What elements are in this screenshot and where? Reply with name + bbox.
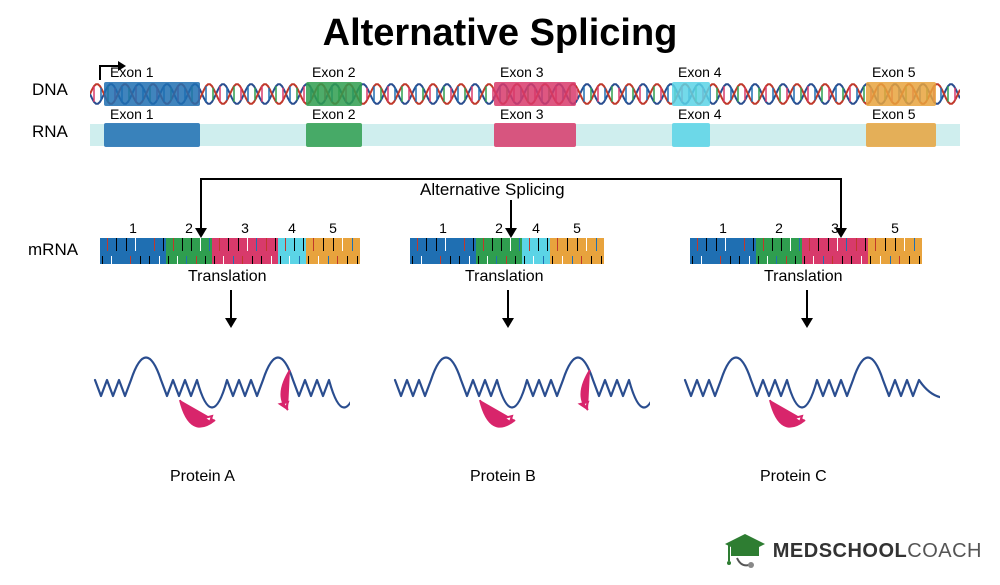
dna-exon-label-3: Exon 3 [500,64,544,80]
title-text: Alternative Splicing [323,12,678,54]
mrna-seg-num: 2 [775,220,783,236]
logo-bold: MEDSCHOOL [773,540,908,562]
mrna-seg-5: 5 [306,238,360,264]
mrna-seg-4: 4 [522,238,550,264]
mrna-seg-2: 2 [166,238,212,264]
alternative-splicing-label: Alternative Splicing [420,180,565,200]
splice-bracket-end-0 [200,178,202,180]
dna-exon-3 [494,82,576,106]
grad-cap-icon [723,531,767,571]
protein-2 [390,340,650,480]
mrna-seg-5: 5 [550,238,604,264]
mrna-seg-2: 2 [756,238,802,264]
rna-exon-label-3: Exon 3 [500,106,544,122]
translation-arrowhead-1 [225,318,237,328]
dna-exon-1 [104,82,200,106]
mrna-variant-2: 1245 [410,238,604,264]
translation-label-1: Translation [188,268,267,286]
translation-label-3: Translation [764,268,843,286]
translation-arrowhead-2 [502,318,514,328]
mrna-seg-num: 2 [185,220,193,236]
dna-exon-label-5: Exon 5 [872,64,916,80]
mrna-seg-2: 2 [476,238,522,264]
translation-arrow-line-2 [507,290,509,318]
rna-exon-5 [866,123,936,147]
dna-label: DNA [32,80,68,100]
splice-arrowhead-1 [505,228,517,238]
rna-exon-1 [104,123,200,147]
translation-arrowhead-3 [801,318,813,328]
translation-arrow-line-1 [230,290,232,318]
logo-text: MEDSCHOOLCOACH [773,540,982,563]
mrna-variant-1: 12345 [100,238,360,264]
splice-arrow-line-0 [200,178,202,228]
page-title: Alternative Splicing [0,12,1000,55]
rna-exon-label-2: Exon 2 [312,106,356,122]
mrna-seg-num: 5 [329,220,337,236]
mrna-seg-1: 1 [410,238,476,264]
rna-exon-4 [672,123,710,147]
protein-3 [680,340,940,480]
rna-exon-label-1: Exon 1 [110,106,154,122]
splice-bracket [200,178,840,180]
logo-light: COACH [907,540,982,562]
mrna-seg-3: 3 [212,238,278,264]
splice-arrow-line-1 [510,200,512,228]
protein-label-2: Protein B [470,468,536,486]
mrna-seg-num: 4 [532,220,540,236]
rna-exon-label-4: Exon 4 [678,106,722,122]
translation-arrow-line-3 [806,290,808,318]
mrna-seg-num: 1 [439,220,447,236]
rna-exon-label-5: Exon 5 [872,106,916,122]
dna-exon-label-2: Exon 2 [312,64,356,80]
mrna-seg-num: 5 [891,220,899,236]
protein-1 [90,340,350,480]
mrna-seg-num: 3 [241,220,249,236]
mrna-seg-num: 1 [719,220,727,236]
rna-label: RNA [32,122,68,142]
mrna-seg-num: 2 [495,220,503,236]
dna-exon-label-4: Exon 4 [678,64,722,80]
dna-exon-2 [306,82,362,106]
mrna-seg-num: 5 [573,220,581,236]
mrna-variant-3: 1235 [690,238,922,264]
logo: MEDSCHOOLCOACH [723,531,982,571]
mrna-seg-1: 1 [100,238,166,264]
mrna-seg-5: 5 [868,238,922,264]
mrna-label: mRNA [28,240,78,260]
mrna-seg-4: 4 [278,238,306,264]
splice-bracket-end-1 [840,178,842,180]
mrna-seg-num: 1 [129,220,137,236]
mrna-seg-1: 1 [690,238,756,264]
mrna-seg-num: 4 [288,220,296,236]
dna-exon-5 [866,82,936,106]
mrna-seg-3: 3 [802,238,868,264]
translation-label-2: Translation [465,268,544,286]
protein-label-3: Protein C [760,468,827,486]
rna-exon-3 [494,123,576,147]
splice-arrowhead-0 [195,228,207,238]
splice-arrow-line-2 [840,178,842,228]
mrna-seg-num: 3 [831,220,839,236]
dna-exon-4 [672,82,710,106]
dna-exon-label-1: Exon 1 [110,64,154,80]
rna-exon-2 [306,123,362,147]
protein-label-1: Protein A [170,468,235,486]
